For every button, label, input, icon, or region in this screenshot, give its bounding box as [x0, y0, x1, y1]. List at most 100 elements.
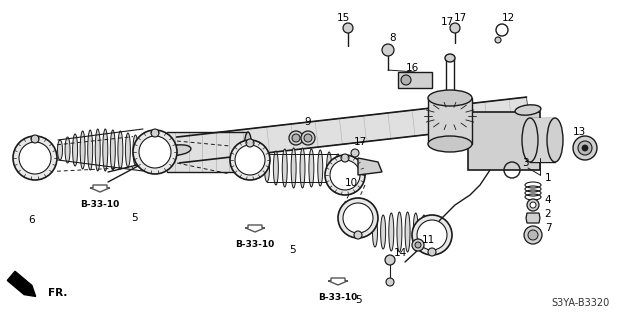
Text: S3YA-B3320: S3YA-B3320 — [552, 298, 610, 308]
Polygon shape — [358, 158, 382, 175]
Polygon shape — [90, 185, 110, 192]
Polygon shape — [328, 278, 348, 285]
Text: 11: 11 — [421, 235, 435, 245]
Text: 3: 3 — [522, 158, 528, 168]
Text: 6: 6 — [29, 215, 35, 225]
Circle shape — [330, 160, 360, 190]
Circle shape — [527, 199, 539, 211]
Text: 1: 1 — [545, 173, 551, 183]
Ellipse shape — [428, 136, 472, 152]
Ellipse shape — [397, 212, 402, 252]
Ellipse shape — [317, 150, 323, 186]
Ellipse shape — [103, 129, 108, 171]
Ellipse shape — [133, 135, 138, 165]
Text: B-33-10: B-33-10 — [81, 200, 120, 209]
Circle shape — [338, 198, 378, 238]
Circle shape — [382, 44, 394, 56]
Ellipse shape — [65, 137, 70, 163]
Polygon shape — [177, 97, 529, 163]
Text: 17: 17 — [440, 17, 454, 27]
Circle shape — [578, 141, 592, 155]
Ellipse shape — [291, 148, 296, 188]
Ellipse shape — [245, 138, 251, 150]
Ellipse shape — [445, 54, 455, 62]
Circle shape — [292, 134, 300, 142]
Text: 17: 17 — [453, 13, 467, 23]
Circle shape — [573, 136, 597, 160]
Ellipse shape — [522, 118, 538, 162]
Circle shape — [151, 129, 159, 137]
Text: 7: 7 — [545, 223, 551, 233]
Ellipse shape — [80, 131, 85, 169]
Circle shape — [19, 142, 51, 174]
Text: 10: 10 — [344, 178, 358, 188]
Circle shape — [528, 230, 538, 240]
Circle shape — [133, 130, 177, 174]
Circle shape — [495, 37, 501, 43]
Polygon shape — [530, 118, 555, 162]
Text: 12: 12 — [501, 13, 515, 23]
Ellipse shape — [335, 154, 340, 182]
Ellipse shape — [264, 154, 269, 182]
Ellipse shape — [309, 149, 314, 187]
Circle shape — [354, 231, 362, 239]
Circle shape — [31, 135, 39, 143]
Ellipse shape — [429, 217, 435, 247]
Ellipse shape — [88, 130, 93, 170]
Ellipse shape — [405, 212, 410, 252]
Circle shape — [343, 203, 373, 233]
Text: 13: 13 — [572, 127, 586, 137]
Ellipse shape — [165, 145, 191, 155]
Text: 4: 4 — [545, 195, 551, 205]
Text: B-33-10: B-33-10 — [318, 293, 358, 302]
Text: 2: 2 — [545, 209, 551, 219]
Ellipse shape — [273, 151, 278, 185]
Circle shape — [412, 215, 452, 255]
Ellipse shape — [58, 140, 63, 160]
Text: B-33-10: B-33-10 — [236, 240, 275, 249]
Ellipse shape — [118, 131, 123, 169]
Polygon shape — [167, 132, 248, 172]
Circle shape — [235, 145, 265, 175]
Text: 9: 9 — [305, 117, 311, 127]
Text: 5: 5 — [132, 213, 138, 223]
Ellipse shape — [245, 154, 251, 166]
Circle shape — [386, 278, 394, 286]
Ellipse shape — [428, 90, 472, 106]
Ellipse shape — [515, 105, 541, 115]
Text: 14: 14 — [394, 248, 406, 258]
Text: 15: 15 — [337, 13, 349, 23]
Polygon shape — [526, 213, 540, 223]
Circle shape — [343, 23, 353, 33]
Text: 5: 5 — [355, 295, 362, 305]
Circle shape — [341, 154, 349, 162]
Circle shape — [230, 140, 270, 180]
Ellipse shape — [421, 215, 426, 249]
Circle shape — [450, 23, 460, 33]
Circle shape — [289, 131, 303, 145]
Polygon shape — [428, 98, 472, 144]
Text: 17: 17 — [353, 137, 367, 147]
Ellipse shape — [372, 217, 378, 247]
Polygon shape — [468, 112, 540, 170]
Ellipse shape — [413, 213, 418, 251]
Circle shape — [385, 255, 395, 265]
Polygon shape — [245, 225, 265, 232]
Ellipse shape — [547, 118, 563, 162]
Ellipse shape — [388, 213, 394, 251]
Ellipse shape — [381, 215, 386, 249]
Text: 8: 8 — [390, 33, 396, 43]
Ellipse shape — [72, 134, 77, 166]
Circle shape — [417, 220, 447, 250]
Circle shape — [401, 75, 411, 85]
Ellipse shape — [244, 132, 252, 172]
Circle shape — [325, 155, 365, 195]
Ellipse shape — [300, 148, 305, 188]
Circle shape — [304, 134, 312, 142]
Circle shape — [139, 136, 171, 168]
Ellipse shape — [282, 149, 287, 187]
Circle shape — [246, 139, 254, 147]
Text: 5: 5 — [290, 245, 296, 255]
Circle shape — [530, 202, 536, 208]
Text: 16: 16 — [405, 63, 419, 73]
